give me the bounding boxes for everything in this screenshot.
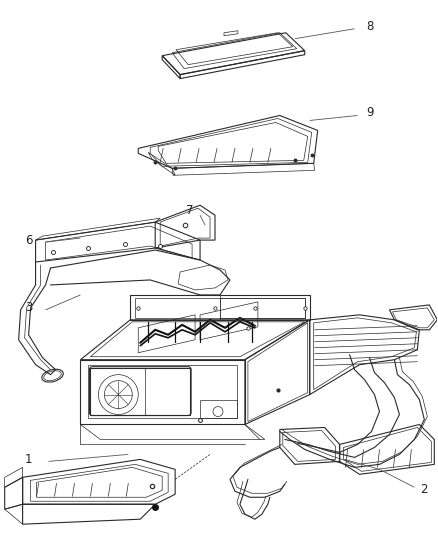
- Text: 8: 8: [366, 20, 373, 33]
- Text: 9: 9: [366, 106, 373, 119]
- Text: 7: 7: [186, 204, 194, 217]
- Text: 3: 3: [25, 301, 32, 314]
- Text: 1: 1: [25, 453, 32, 466]
- Text: 2: 2: [420, 483, 428, 496]
- Text: 6: 6: [25, 233, 32, 247]
